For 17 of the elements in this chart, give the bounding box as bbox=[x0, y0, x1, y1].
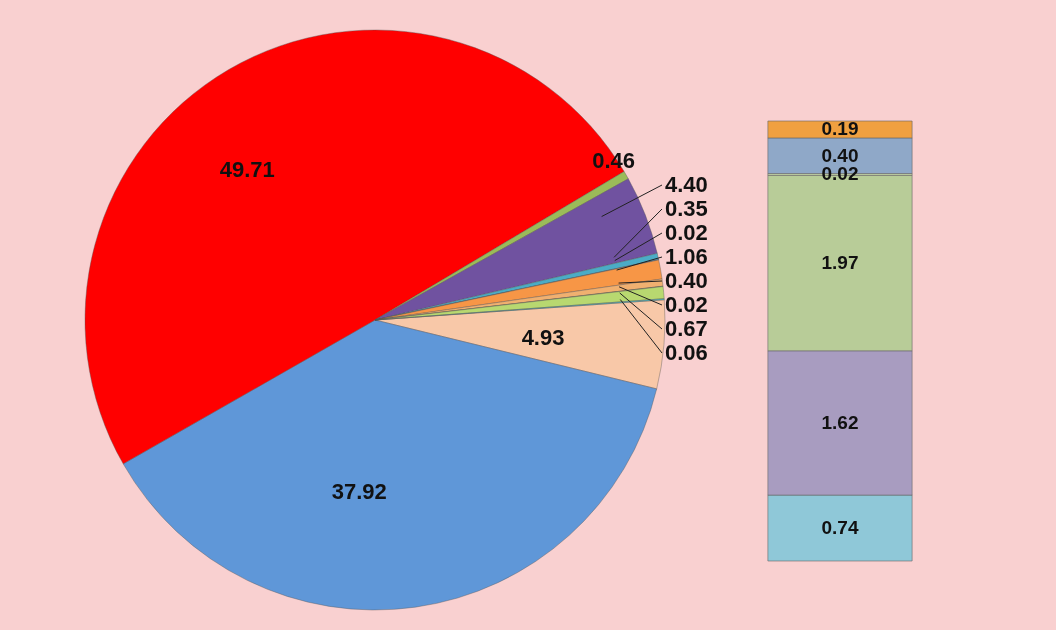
data-label: 0.02 bbox=[821, 163, 859, 185]
data-label: 0.40 bbox=[821, 144, 859, 166]
data-label: 0.19 bbox=[821, 118, 859, 140]
data-label: 4.40 bbox=[665, 172, 708, 197]
data-label: 1.06 bbox=[665, 244, 708, 269]
data-label: 37.92 bbox=[331, 479, 387, 505]
data-label: 0.02 bbox=[665, 220, 708, 245]
data-label: 49.71 bbox=[219, 156, 275, 182]
data-label: 0.06 bbox=[665, 340, 708, 365]
data-label: 1.62 bbox=[821, 411, 859, 433]
data-label: 0.67 bbox=[665, 316, 708, 341]
data-label: 4.93 bbox=[521, 324, 565, 350]
data-label: 0.40 bbox=[665, 268, 708, 293]
data-label: 0.74 bbox=[821, 517, 859, 539]
data-label: 0.35 bbox=[665, 196, 708, 221]
data-label: 1.97 bbox=[821, 252, 859, 274]
data-label: 0.02 bbox=[665, 292, 708, 317]
